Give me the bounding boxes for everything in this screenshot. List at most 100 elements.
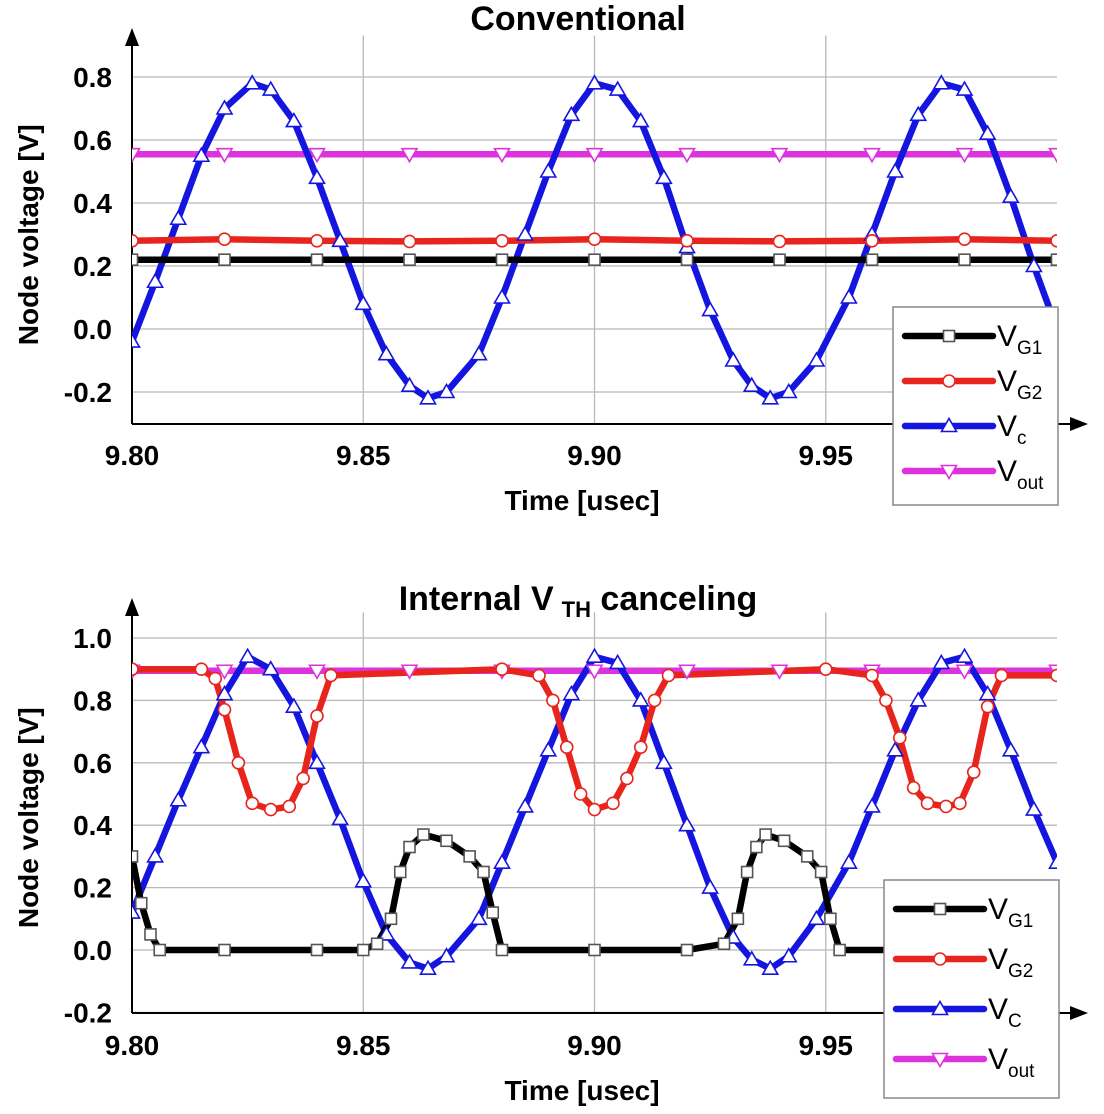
data-point-VG2 [559, 740, 574, 755]
y-axis-arrow [125, 28, 139, 46]
data-point-VC [886, 162, 905, 178]
data-point-VC [909, 105, 928, 122]
data-point-Vout [770, 147, 789, 164]
data-point-VC [631, 111, 650, 128]
x-tick-label: 9.80 [105, 440, 160, 471]
legend-label-main: V [997, 455, 1017, 488]
data-point-VC [284, 111, 303, 128]
data-point-VC [469, 909, 488, 926]
data-point-VC [238, 647, 257, 664]
data-point-VC [516, 797, 535, 813]
data-point-VC [807, 909, 826, 926]
data-point-VG2 [194, 662, 209, 677]
data-point-VG1 [477, 865, 490, 879]
data-point-VG1 [833, 943, 846, 957]
y-tick-label: 0.6 [73, 748, 112, 779]
data-point-VG1 [814, 865, 828, 879]
data-point-VG1 [958, 253, 971, 266]
data-point-VC [419, 389, 437, 405]
chart-title-main: Conventional [470, 0, 685, 38]
data-point-VC [562, 105, 581, 122]
y-tick-label: 0.0 [73, 314, 112, 345]
x-tick-label: 9.95 [799, 440, 854, 471]
data-point-VG2 [573, 787, 588, 801]
data-point-VG1 [717, 937, 731, 951]
data-point-VC [132, 332, 141, 348]
legend-label-Vout: Vout [988, 1043, 1035, 1082]
y-axis-label: Node voltage [V] [13, 124, 44, 345]
data-point-VC [261, 80, 280, 96]
data-point-VC [701, 878, 720, 894]
data-point-VC [978, 124, 997, 140]
legend-marker-VC [940, 416, 958, 433]
x-tick-label: 9.85 [336, 1030, 391, 1061]
data-point-VG1 [740, 865, 754, 879]
data-point-VG2 [132, 662, 139, 676]
data-point-VG1 [495, 253, 509, 266]
data-point-VG1 [588, 943, 601, 957]
data-point-VG1 [132, 253, 139, 266]
data-point-VG2 [966, 765, 981, 779]
data-point-VG2 [865, 668, 879, 683]
data-point-VC [761, 389, 780, 405]
y-tick-label: 0.0 [73, 935, 112, 966]
data-point-VC [955, 80, 974, 96]
data-point-Vout [955, 147, 974, 164]
data-point-VG2 [606, 796, 620, 811]
data-point-VC [779, 947, 798, 963]
y-tick-label: 0.6 [73, 125, 112, 156]
data-point-Vout [308, 664, 326, 680]
data-point-VC [354, 294, 373, 311]
data-point-VC [585, 74, 604, 90]
data-point-VG2 [865, 234, 879, 248]
y-tick-label: 1.0 [73, 623, 112, 654]
legend-marker-VG2 [942, 374, 956, 388]
data-point-VC [215, 99, 234, 115]
data-point-VG2 [310, 234, 324, 248]
legend-label-Vout: Vout [997, 455, 1044, 494]
data-point-Vout [132, 147, 141, 164]
data-point-VC [437, 382, 456, 399]
data-point-VG2 [245, 796, 260, 811]
chart-panel-1: -0.2 0.0 0.2 0.4 0.6 0.8 9.80 9.85 9.90 9.95 Time … [13, 0, 1088, 516]
data-point-VG1 [680, 943, 694, 957]
data-point-VC [562, 685, 581, 701]
data-point-VC [886, 741, 905, 757]
data-point-VC [169, 209, 188, 226]
data-point-VG2 [939, 799, 953, 814]
data-point-VC [437, 947, 456, 963]
data-point-VG2 [132, 234, 139, 248]
x-axis-label: Time [usec] [504, 1075, 659, 1106]
data-point-VG2 [546, 693, 560, 708]
x-tick-label: 9.90 [567, 440, 622, 471]
data-point-VC [192, 738, 211, 754]
data-point-VG1 [865, 253, 879, 266]
y-tick-label: 0.8 [73, 685, 112, 716]
y-tick-label: 0.2 [73, 251, 112, 282]
data-point-Vout [585, 664, 604, 680]
data-point-VG2 [892, 731, 907, 745]
legend-marker-VG1 [933, 902, 947, 916]
data-point-VC [978, 685, 997, 701]
data-point-VC [169, 791, 188, 807]
legend-label-VG2: VG2 [988, 943, 1033, 982]
data-point-VG1 [132, 850, 139, 863]
data-point-VC [1001, 187, 1020, 203]
data-point-VC [955, 647, 974, 664]
data-point-VG2 [495, 234, 509, 248]
series-line-VG2 [132, 665, 1057, 813]
legend-label-VG2: VG2 [997, 365, 1042, 404]
data-point-Vout [308, 147, 326, 164]
legend-marker-Vout [940, 464, 958, 481]
legend-label-subscript: G2 [1017, 383, 1042, 404]
data-point-VG1 [495, 943, 509, 957]
y-tick-label: -0.2 [64, 377, 112, 408]
legend-label-subscript: out [1017, 473, 1044, 494]
data-point-Vout [585, 147, 604, 164]
data-point-VG1 [384, 912, 398, 926]
data-point-VC [146, 847, 165, 863]
data-point-VC [539, 741, 558, 757]
x-axis-arrow [1070, 417, 1088, 431]
